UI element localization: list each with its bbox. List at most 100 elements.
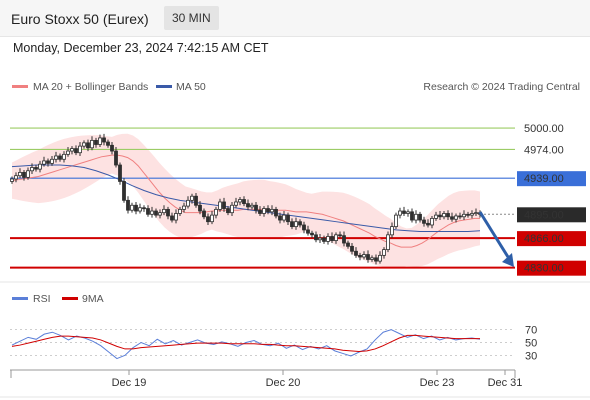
candle-body [474, 212, 478, 215]
rsi-tick-label: 30 [525, 350, 537, 362]
candle [190, 193, 194, 204]
level-label-box [517, 260, 586, 276]
bollinger-bands [12, 133, 480, 269]
candle [238, 197, 242, 206]
rsi-legend-label: RSI [33, 293, 51, 305]
candle-body [222, 201, 226, 209]
interval-badge[interactable]: 30 MIN [164, 6, 219, 30]
candle [430, 215, 434, 229]
candle [122, 178, 126, 203]
candle-body [50, 158, 54, 164]
candle [26, 167, 30, 180]
candle-body [374, 257, 378, 262]
candle [158, 209, 162, 219]
candle-body [358, 254, 362, 258]
candle-body [30, 167, 34, 172]
candle-body [426, 222, 430, 226]
rsi-legend-swatch [12, 297, 28, 300]
candle-body [242, 199, 246, 205]
candle [314, 231, 318, 243]
candle-body [466, 213, 470, 216]
candle-body [298, 221, 302, 226]
candle-body [342, 235, 346, 244]
candle-body [26, 170, 30, 178]
candle-body [182, 205, 186, 210]
candle-body [10, 178, 14, 182]
candle [382, 247, 386, 259]
credit-text: Research © 2024 Trading Central [423, 81, 580, 93]
candle-body [446, 213, 450, 218]
candle-body [250, 204, 254, 208]
x-tick-label: Dec 20 [266, 377, 301, 389]
candle-body [290, 221, 294, 228]
candle [306, 225, 310, 236]
candle-body [362, 254, 366, 258]
candle [94, 137, 98, 148]
candle-body [158, 212, 162, 216]
candle-body [130, 204, 134, 211]
candle-body [14, 175, 18, 180]
candle [358, 252, 362, 261]
candle [402, 206, 406, 216]
candle [442, 211, 446, 220]
candle-body [394, 214, 398, 228]
candle [246, 199, 250, 211]
candle [218, 198, 222, 212]
candle-body [382, 249, 386, 256]
candle [406, 209, 410, 217]
candle-body [142, 207, 146, 210]
candle-body [38, 163, 42, 170]
candle [458, 212, 462, 220]
candle-body [270, 208, 274, 213]
candle [82, 140, 86, 149]
candle [118, 162, 122, 185]
candle [34, 165, 38, 172]
ma20-legend-label: MA 20 + Bollinger Bands [33, 81, 148, 93]
candle-body [246, 203, 250, 208]
ma50-legend-swatch [156, 85, 172, 88]
candle [366, 250, 370, 263]
candle [146, 205, 150, 217]
x-tick-label: Dec 31 [488, 377, 523, 389]
candle [142, 205, 146, 212]
candle [302, 221, 306, 234]
candle [54, 151, 58, 163]
level-label-box [517, 231, 586, 247]
rsi-ma-legend-swatch [62, 297, 78, 300]
candle-body [198, 204, 202, 212]
candle [258, 206, 262, 216]
candle [106, 139, 110, 148]
candle-body [398, 210, 402, 216]
candle-body [450, 216, 454, 220]
candle-body [258, 209, 262, 214]
candle [310, 230, 314, 239]
candle [50, 155, 54, 166]
candle [78, 142, 82, 156]
candle [378, 251, 382, 264]
candle-body [234, 201, 238, 206]
candle-body [306, 229, 310, 234]
candle-body [194, 195, 198, 206]
candle [418, 211, 422, 223]
candle [126, 196, 130, 214]
candle [202, 208, 206, 220]
candle-body [310, 232, 314, 236]
candle-body [146, 208, 150, 215]
candle-body [470, 213, 474, 216]
candle-body [314, 234, 318, 241]
rsi-tick-label: 50 [525, 338, 537, 350]
candle [290, 218, 294, 230]
candle [90, 136, 94, 151]
candle-body [390, 226, 394, 236]
candle-body [210, 214, 214, 223]
candle [150, 206, 154, 218]
candle-body [162, 208, 166, 214]
candle-body [370, 257, 374, 260]
candle [394, 212, 398, 230]
instrument-title: Euro Stoxx 50 (Eurex) [11, 11, 149, 27]
ma50-legend-label: MA 50 [176, 81, 206, 93]
candle [466, 211, 470, 218]
candle [38, 160, 42, 173]
candle-body [154, 210, 158, 216]
